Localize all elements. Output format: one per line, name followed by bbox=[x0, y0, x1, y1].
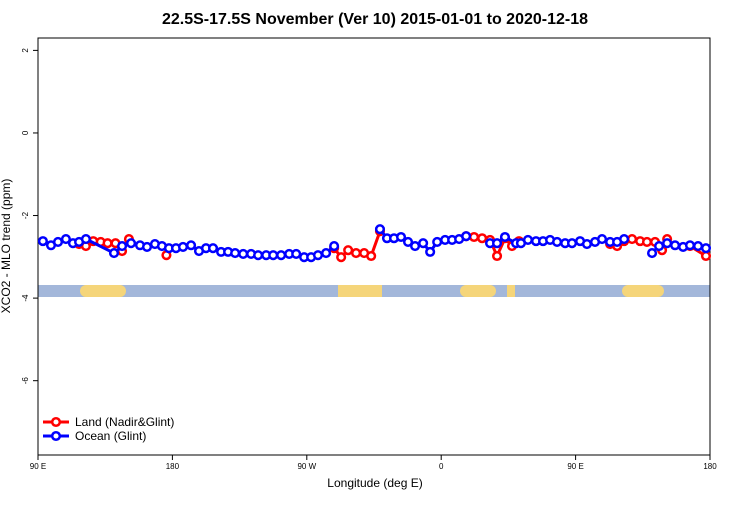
x-axis-label: Longitude (deg E) bbox=[327, 476, 422, 490]
x-tick-label: 0 bbox=[439, 462, 444, 471]
point bbox=[117, 241, 128, 252]
x-tick-label: 180 bbox=[166, 462, 180, 471]
point bbox=[329, 241, 340, 252]
point bbox=[499, 231, 511, 243]
point bbox=[469, 231, 480, 243]
point bbox=[619, 234, 630, 245]
point bbox=[374, 224, 386, 235]
point bbox=[312, 250, 324, 261]
point bbox=[395, 231, 407, 243]
point bbox=[366, 250, 377, 262]
point bbox=[700, 243, 712, 254]
point bbox=[108, 248, 120, 259]
point bbox=[522, 234, 534, 245]
point bbox=[177, 241, 189, 252]
point bbox=[700, 250, 712, 262]
point bbox=[321, 248, 332, 259]
point bbox=[418, 238, 429, 249]
point bbox=[125, 238, 137, 249]
point bbox=[566, 238, 578, 249]
point bbox=[276, 250, 287, 261]
point bbox=[351, 248, 362, 259]
point bbox=[52, 236, 64, 248]
y-tick-label: 0 bbox=[21, 130, 30, 135]
point bbox=[37, 236, 48, 247]
point bbox=[670, 240, 681, 251]
point bbox=[552, 236, 563, 248]
point bbox=[141, 241, 153, 252]
point bbox=[207, 243, 219, 254]
point bbox=[662, 238, 673, 249]
y-tick-label: 2 bbox=[21, 48, 30, 53]
point bbox=[102, 238, 113, 249]
x-tick-label: 90 E bbox=[30, 462, 46, 471]
legend-marker bbox=[50, 416, 62, 428]
point bbox=[186, 240, 197, 251]
point bbox=[432, 236, 443, 248]
point bbox=[238, 248, 249, 259]
point bbox=[291, 248, 302, 259]
point bbox=[336, 252, 347, 263]
y-tick-label: -6 bbox=[21, 377, 30, 385]
point bbox=[425, 246, 436, 257]
y-axis-label: XCO2 - MLO trend (ppm) bbox=[0, 179, 13, 314]
point bbox=[410, 241, 421, 252]
point bbox=[343, 245, 354, 256]
legend-label: Land (Nadir&Glint) bbox=[75, 415, 174, 429]
land-ocean-strip bbox=[38, 285, 710, 297]
point bbox=[647, 248, 658, 259]
point bbox=[268, 250, 279, 261]
point bbox=[596, 234, 608, 245]
y-tick-label: -2 bbox=[21, 211, 30, 219]
x-tick-label: 90 E bbox=[567, 462, 583, 471]
point bbox=[492, 250, 503, 262]
point bbox=[684, 240, 696, 251]
legend-label: Ocean (Glint) bbox=[75, 429, 146, 443]
point bbox=[626, 234, 638, 245]
x-tick-label: 180 bbox=[703, 462, 717, 471]
legend-marker bbox=[50, 430, 62, 442]
point bbox=[80, 234, 91, 245]
y-tick-label: -4 bbox=[21, 294, 30, 302]
chart-title: 22.5S-17.5S November (Ver 10) 2015-01-01… bbox=[162, 11, 588, 28]
point bbox=[654, 241, 665, 252]
point bbox=[402, 236, 414, 248]
point bbox=[641, 236, 653, 248]
point bbox=[461, 231, 472, 242]
point bbox=[60, 234, 71, 245]
point bbox=[253, 250, 264, 261]
point bbox=[581, 238, 592, 250]
point bbox=[693, 241, 704, 252]
point bbox=[492, 238, 503, 249]
point bbox=[230, 248, 241, 259]
point bbox=[477, 233, 488, 244]
x-tick-label: 90 W bbox=[297, 462, 316, 471]
